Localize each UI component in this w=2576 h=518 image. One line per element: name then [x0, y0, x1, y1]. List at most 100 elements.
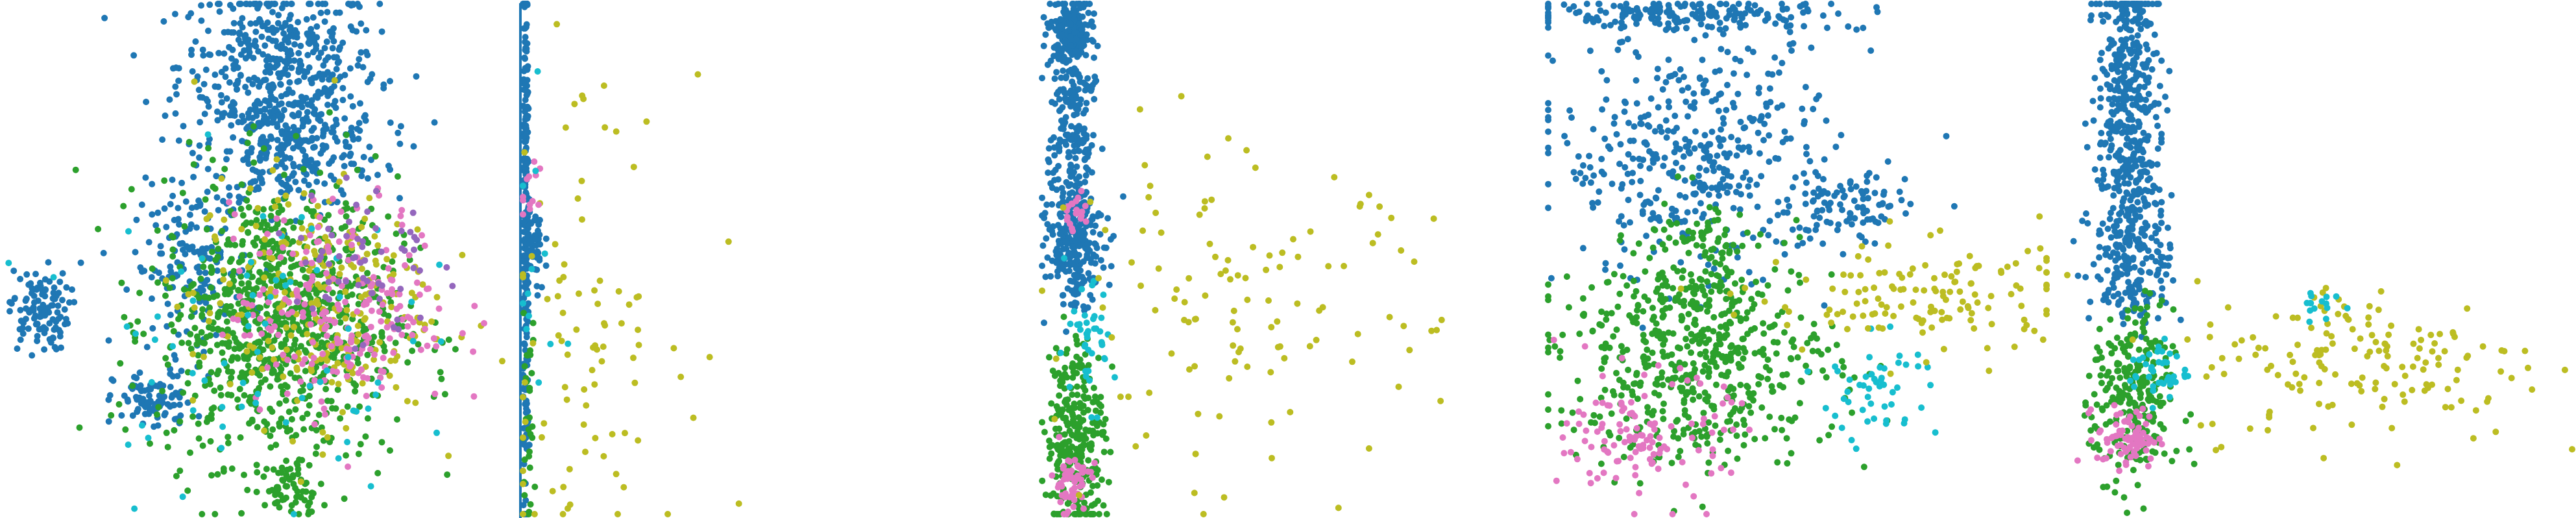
scatter-point-blue — [324, 54, 332, 61]
scatter-point-blue — [330, 154, 337, 161]
scatter-point-blue — [1074, 71, 1081, 78]
scatter-point-blue — [1719, 176, 1727, 183]
scatter-point-olive — [324, 357, 330, 364]
scatter-point-blue — [162, 112, 169, 119]
scatter-point-green — [249, 273, 256, 280]
scatter-point-blue — [215, 206, 222, 214]
scatter-point-blue — [1047, 1, 1054, 7]
scatter-point-blue — [1586, 164, 1594, 171]
scatter-point-blue — [1619, 14, 1626, 21]
scatter-point-blue — [1755, 90, 1762, 97]
scatter-point-green — [299, 415, 306, 422]
scatter-point-blue — [1805, 227, 1812, 234]
scatter-point-olive — [520, 274, 526, 280]
scatter-point-olive — [249, 369, 256, 376]
scatter-point-green — [278, 383, 285, 390]
scatter-point-blue — [276, 56, 284, 63]
scatter-point-blue — [378, 28, 385, 35]
scatter-point-blue — [1654, 75, 1660, 82]
scatter-point-green — [1659, 349, 1666, 355]
scatter-point-blue — [1662, 79, 1670, 86]
scatter-point-green — [1091, 393, 1099, 401]
scatter-point-blue — [1049, 231, 1056, 238]
scatter-point-blue — [1828, 1, 1835, 7]
scatter-point-blue — [201, 110, 208, 117]
scatter-point-blue — [1865, 195, 1871, 202]
scatter-point-blue — [1714, 186, 1721, 193]
scatter-point-blue — [1082, 87, 1089, 94]
scatter-point-blue — [1735, 144, 1742, 151]
scatter-point-green — [321, 502, 328, 509]
scatter-point-blue — [305, 39, 312, 46]
scatter-point-green — [245, 228, 252, 236]
scatter-point-green — [244, 140, 251, 147]
scatter-point-pink — [306, 232, 313, 239]
scatter-point-green — [521, 492, 528, 499]
scatter-point-cyan — [1112, 374, 1118, 381]
scatter-point-green — [278, 469, 286, 476]
scatter-point-olive — [579, 216, 585, 223]
scatter-point-purple — [409, 209, 417, 216]
scatter-point-blue — [175, 331, 182, 338]
scatter-point-blue — [289, 145, 297, 152]
scatter-point-green — [207, 438, 214, 445]
scatter-point-green — [312, 450, 319, 457]
scatter-point-blue — [269, 119, 276, 126]
scatter-point-blue — [1806, 235, 1814, 242]
scatter-point-blue — [1089, 82, 1097, 88]
scatter-point-blue — [1087, 291, 1094, 299]
scatter-point-blue — [280, 106, 287, 114]
scatter-point-green — [278, 464, 286, 471]
scatter-point-blue — [1042, 273, 1049, 280]
scatter-point-olive — [573, 326, 580, 333]
scatter-point-blue — [1618, 213, 1625, 220]
scatter-point-olive — [1201, 205, 1208, 212]
scatter-point-olive — [273, 156, 280, 163]
scatter-point-blue — [257, 141, 264, 147]
scatter-point-olive — [371, 233, 378, 240]
panel-2 — [519, 1, 742, 518]
scatter-point-blue — [1681, 177, 1688, 184]
scatter-point-green — [213, 341, 221, 349]
scatter-point-blue — [1742, 124, 1749, 131]
scatter-point-blue — [1896, 188, 1903, 195]
scatter-point-olive — [261, 427, 268, 434]
scatter-point-green — [283, 457, 290, 464]
scatter-point-blue — [1060, 119, 1067, 126]
scatter-point-blue — [1056, 230, 1063, 238]
scatter-point-green — [1088, 489, 1094, 496]
scatter-point-blue — [282, 66, 289, 73]
scatter-point-blue — [1823, 117, 1830, 124]
scatter-point-blue — [1073, 163, 1080, 170]
scatter-point-purple — [335, 253, 343, 260]
scatter-point-blue — [1733, 152, 1740, 159]
scatter-point-olive — [520, 434, 526, 441]
scatter-point-blue — [1056, 23, 1063, 30]
scatter-point-blue — [1637, 114, 1644, 121]
scatter-point-green — [121, 314, 128, 321]
scatter-point-green — [291, 262, 297, 269]
scatter-point-blue — [1613, 130, 1620, 138]
scatter-point-green — [310, 332, 317, 339]
scatter-point-blue — [141, 387, 148, 394]
scatter-point-olive — [282, 192, 289, 199]
scatter-point-blue — [1887, 203, 1894, 210]
scatter-point-olive — [1196, 211, 1203, 218]
scatter-point-blue — [1065, 154, 1072, 160]
scatter-point-pink — [274, 331, 282, 338]
scatter-point-blue — [140, 395, 147, 402]
scatter-point-green — [238, 510, 245, 517]
scatter-point-blue — [297, 62, 304, 69]
scatter-point-pink — [258, 330, 265, 338]
scatter-point-blue — [1810, 106, 1817, 112]
scatter-point-olive — [191, 78, 198, 85]
scatter-point-blue — [317, 150, 324, 157]
scatter-point-blue — [1624, 36, 1631, 43]
scatter-point-blue — [188, 244, 195, 251]
scatter-point-cyan — [1078, 286, 1086, 293]
scatter-point-blue — [1878, 213, 1885, 220]
scatter-point-green — [352, 382, 359, 389]
scatter-point-blue — [1075, 50, 1082, 57]
scatter-point-blue — [176, 221, 182, 228]
scatter-point-blue — [23, 305, 30, 312]
